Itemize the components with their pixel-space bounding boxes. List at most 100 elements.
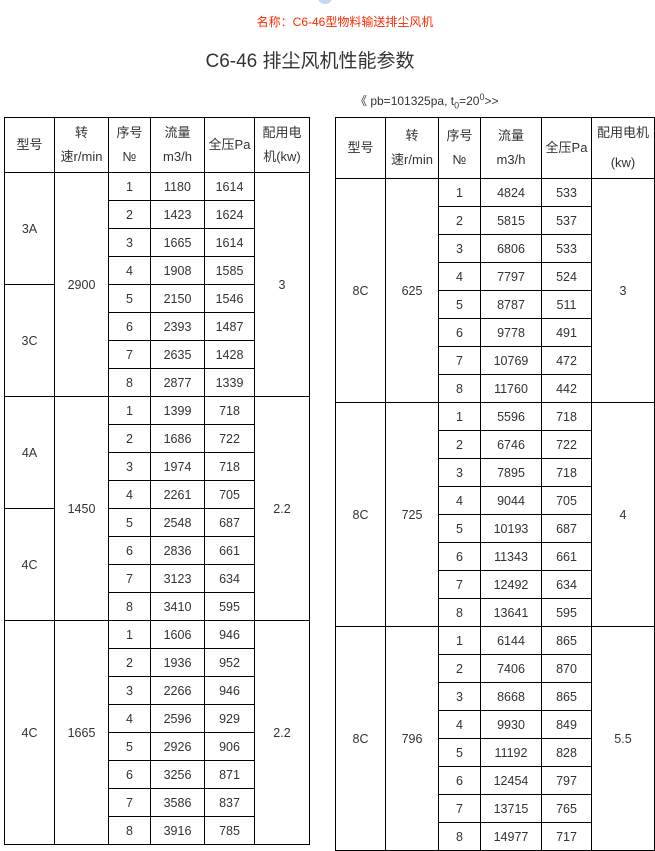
row-no-cell: 2	[108, 200, 151, 229]
row-no-cell: 6	[438, 766, 481, 795]
table-row: 2 1423 1624	[5, 200, 310, 229]
speed-cell: 625	[385, 178, 439, 403]
pressure-cell: 946	[204, 620, 255, 649]
row-no-cell: 1	[438, 402, 481, 431]
row-no-cell: 6	[438, 542, 481, 571]
flow-cell: 8668	[480, 682, 542, 711]
motor-cell: 3	[591, 178, 655, 403]
flow-cell: 2596	[150, 704, 205, 733]
flow-cell: 6746	[480, 430, 542, 459]
motor-cell: 3	[254, 172, 310, 397]
row-no-cell: 4	[438, 262, 481, 291]
table-row: 4 9930 849	[336, 710, 655, 739]
pressure-cell: 472	[541, 346, 592, 375]
row-no-cell: 3	[438, 458, 481, 487]
pressure-cell: 1428	[204, 340, 255, 369]
flow-cell: 11192	[480, 738, 542, 767]
pressure-cell: 828	[541, 738, 592, 767]
pressure-cell: 1339	[204, 368, 255, 397]
note-sup: 0	[479, 92, 485, 102]
row-no-cell: 5	[438, 738, 481, 767]
performance-table-left: 型号 转速r/min 序号 № 流量 m3/h 全压Pa 配用电 机(kw) 3A 29…	[4, 117, 310, 845]
row-no-cell: 7	[438, 570, 481, 599]
table-row: 5 8787 511	[336, 290, 655, 319]
flow-cell: 1936	[150, 648, 205, 677]
flow-cell: 3916	[150, 816, 205, 845]
table-row: 8C 725 1 5596 718 4	[335, 402, 655, 627]
flow-cell: 13715	[480, 794, 542, 823]
flow-cell: 10769	[480, 346, 542, 375]
motor-cell: 2.2	[254, 620, 310, 845]
flow-cell: 2877	[150, 368, 205, 397]
table-row: 2 6746 722	[336, 430, 655, 459]
row-no-cell: 6	[108, 536, 151, 565]
pressure-cell: 718	[541, 402, 592, 431]
model-cell: 4C	[4, 620, 55, 845]
table-row: 7 13715 765	[336, 794, 655, 823]
flow-cell: 1606	[150, 620, 205, 649]
flow-cell: 3410	[150, 592, 205, 621]
top-decoration	[318, 0, 332, 4]
row-no-cell: 2	[108, 648, 151, 677]
pressure-cell: 765	[541, 794, 592, 823]
note-sub: 0	[454, 100, 460, 111]
table-row: 8C 796 1 6144 865 5.5	[335, 626, 655, 851]
flow-cell: 2261	[150, 480, 205, 509]
row-no-cell: 8	[438, 374, 481, 403]
flow-cell: 2926	[150, 732, 205, 761]
flow-cell: 2393	[150, 312, 205, 341]
flow-cell: 11760	[480, 374, 542, 403]
conditions-note: 《 pb=101325pa, t0=200>>	[355, 92, 499, 110]
table-row: 2 5815 537	[336, 206, 655, 235]
speed-cell: 2900	[54, 172, 109, 397]
flow-cell: 9778	[480, 318, 542, 347]
flow-cell: 2836	[150, 536, 205, 565]
table-row: 8 11760 442	[336, 374, 655, 403]
table-row: 8 14977 717	[336, 822, 655, 851]
flow-cell: 1665	[150, 228, 205, 257]
pressure-cell: 533	[541, 178, 592, 207]
model-cell: 4C	[4, 508, 55, 621]
table-row: 2 1686 722	[5, 424, 310, 453]
pressure-cell: 1614	[204, 228, 255, 257]
flow-cell: 1908	[150, 256, 205, 285]
page-title: C6-46 排尘风机性能参数	[205, 51, 415, 72]
model-cell: 3C	[4, 284, 55, 397]
flow-cell: 6144	[480, 626, 542, 655]
flow-cell: 12492	[480, 570, 542, 599]
flow-cell: 1180	[150, 172, 205, 201]
flow-cell: 4824	[480, 178, 542, 207]
flow-cell: 8787	[480, 290, 542, 319]
row-no-cell: 4	[438, 486, 481, 515]
header-no: 序号 №	[438, 117, 481, 179]
row-no-cell: 7	[108, 564, 151, 593]
table-row: 4C 1665 1 1606 946 2.2	[4, 620, 310, 845]
flow-cell: 5815	[480, 206, 542, 235]
model-cell: 8C	[335, 402, 386, 627]
pressure-cell: 1585	[204, 256, 255, 285]
row-no-cell: 8	[108, 592, 151, 621]
row-no-cell: 5	[438, 290, 481, 319]
row-no-cell: 5	[108, 732, 151, 761]
model-cell: 8C	[335, 178, 386, 403]
flow-cell: 2150	[150, 284, 205, 313]
pressure-cell: 797	[541, 766, 592, 795]
row-no-cell: 2	[108, 424, 151, 453]
model-cell: 8C	[335, 626, 386, 851]
pressure-cell: 865	[541, 682, 592, 711]
pressure-cell: 785	[204, 816, 255, 845]
pressure-cell: 718	[204, 452, 255, 481]
row-no-cell: 5	[438, 514, 481, 543]
flow-cell: 2635	[150, 340, 205, 369]
table-row: 4 9044 705	[336, 486, 655, 515]
flow-cell: 13641	[480, 598, 542, 627]
flow-cell: 5596	[480, 402, 542, 431]
motor-cell: 2.2	[254, 396, 310, 621]
pressure-cell: 442	[541, 374, 592, 403]
table-row: 6 2836 661	[5, 536, 310, 565]
row-no-cell: 3	[108, 228, 151, 257]
flow-cell: 3256	[150, 760, 205, 789]
flow-cell: 10193	[480, 514, 542, 543]
table-row: 8 3916 785	[5, 816, 310, 845]
row-no-cell: 3	[108, 452, 151, 481]
